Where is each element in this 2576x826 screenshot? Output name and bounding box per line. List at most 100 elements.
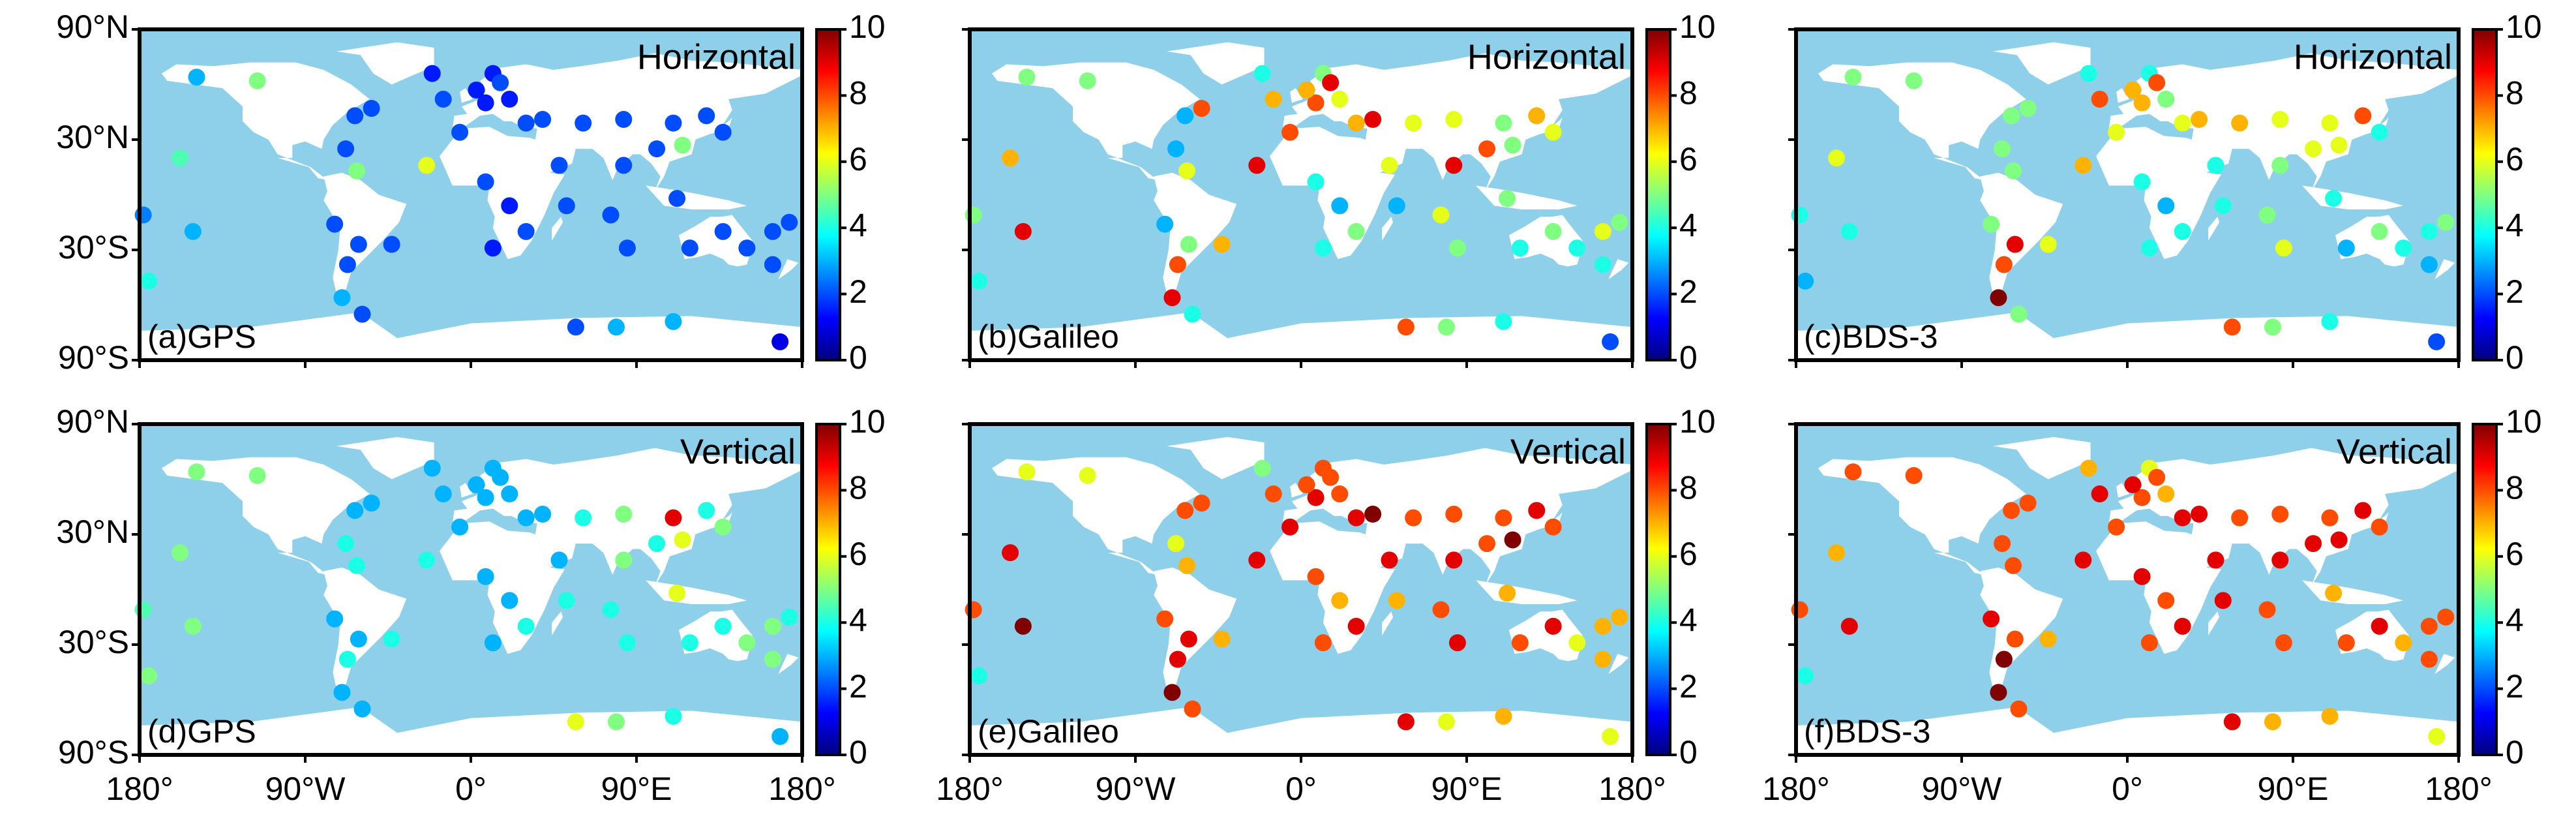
station-point — [2231, 114, 2249, 132]
station-point — [1265, 485, 1282, 503]
station-point — [2191, 506, 2208, 523]
x-tick-label: 90°E — [1431, 771, 1503, 807]
station-point — [665, 707, 682, 725]
station-point — [2174, 617, 2191, 635]
station-point — [188, 69, 205, 86]
colorbar — [2472, 423, 2498, 756]
station-point — [1544, 222, 1562, 240]
y-tick-label: 30°S — [58, 624, 129, 660]
station-point — [1594, 650, 1611, 668]
station-point — [337, 535, 355, 553]
station-point — [2019, 495, 2037, 512]
station-point — [2005, 557, 2022, 574]
station-point — [1002, 544, 1019, 562]
station-point — [1844, 463, 1862, 481]
station-point — [2371, 222, 2388, 240]
station-point — [517, 509, 535, 527]
station-point — [1528, 107, 1546, 125]
station-point — [607, 318, 625, 336]
station-point — [434, 91, 452, 108]
station-point — [451, 518, 469, 536]
station-point — [1388, 197, 1405, 215]
station-point — [771, 333, 789, 350]
station-point — [1499, 585, 1516, 602]
station-point — [738, 634, 756, 652]
station-point — [534, 506, 552, 523]
station-point — [1397, 713, 1415, 731]
station-point — [184, 617, 202, 635]
colorbar-tick-label: 10 — [1679, 8, 1716, 45]
station-point — [2039, 630, 2057, 648]
station-point — [2010, 700, 2028, 718]
station-point — [668, 585, 686, 602]
station-point — [618, 239, 636, 257]
station-point — [2321, 313, 2339, 330]
station-point — [1213, 236, 1231, 253]
station-point — [1298, 476, 1315, 493]
station-point — [1079, 72, 1096, 89]
station-point — [1347, 222, 1365, 240]
y-tick-label: 90°N — [56, 8, 129, 45]
station-point — [1347, 617, 1365, 635]
station-point — [714, 518, 732, 536]
station-point — [1193, 100, 1210, 117]
x-tick-label: 90°E — [2258, 771, 2329, 807]
station-point — [2108, 518, 2125, 536]
station-point — [348, 162, 366, 179]
station-point — [2325, 585, 2343, 602]
station-point — [1445, 111, 1463, 129]
y-tick-label: 30°N — [56, 513, 129, 550]
station-point — [1495, 313, 1512, 330]
station-point — [2174, 509, 2191, 527]
station-point — [1265, 91, 1282, 108]
station-point — [575, 509, 592, 527]
x-tick-label: 180° — [2425, 771, 2492, 807]
station-point — [1169, 650, 1186, 668]
station-point — [1994, 140, 2011, 158]
colorbar-tick-label: 4 — [1679, 207, 1698, 243]
station-point — [965, 601, 982, 619]
x-tick-label: 90°W — [1096, 771, 1176, 807]
x-tick-label: 0° — [2112, 771, 2143, 807]
station-point — [2074, 551, 2092, 569]
station-point — [1397, 318, 1415, 336]
station-point — [1495, 509, 1512, 527]
station-point — [534, 111, 552, 129]
colorbar-tick-label: 6 — [849, 141, 867, 177]
station-point — [184, 222, 202, 240]
station-point — [2207, 157, 2224, 174]
station-point — [2420, 256, 2438, 273]
station-point — [451, 123, 469, 141]
x-tick-label: 180° — [936, 771, 1003, 807]
station-point — [2157, 91, 2175, 108]
station-point — [2258, 601, 2276, 619]
station-point — [248, 72, 266, 89]
station-point — [2354, 107, 2372, 125]
station-point — [423, 459, 441, 477]
station-point — [1448, 634, 1466, 652]
station-point — [1184, 305, 1201, 323]
station-point — [140, 272, 158, 290]
station-point — [1791, 601, 1808, 619]
station-point — [2207, 551, 2224, 569]
panel-label: (e)Galileo — [978, 713, 1119, 750]
station-point — [1314, 634, 1332, 652]
colorbar-tick-label: 10 — [849, 403, 886, 440]
station-point — [1163, 684, 1181, 701]
station-point — [1611, 608, 1628, 626]
x-tick-label: 180° — [1598, 771, 1666, 807]
station-point — [2124, 476, 2142, 493]
x-tick-label: 0° — [1285, 771, 1317, 807]
y-tick-label: 90°S — [58, 339, 129, 376]
station-point — [1281, 518, 1299, 536]
station-point — [2174, 222, 2191, 240]
panel-annotation: Horizontal — [1467, 37, 1626, 76]
station-point — [764, 617, 781, 635]
station-point — [1405, 509, 1422, 527]
station-point — [338, 650, 356, 668]
station-point — [764, 650, 781, 668]
station-point — [618, 634, 636, 652]
y-tick-label: 30°N — [56, 119, 129, 155]
x-tick-label: 0° — [455, 771, 487, 807]
station-point — [501, 91, 518, 108]
